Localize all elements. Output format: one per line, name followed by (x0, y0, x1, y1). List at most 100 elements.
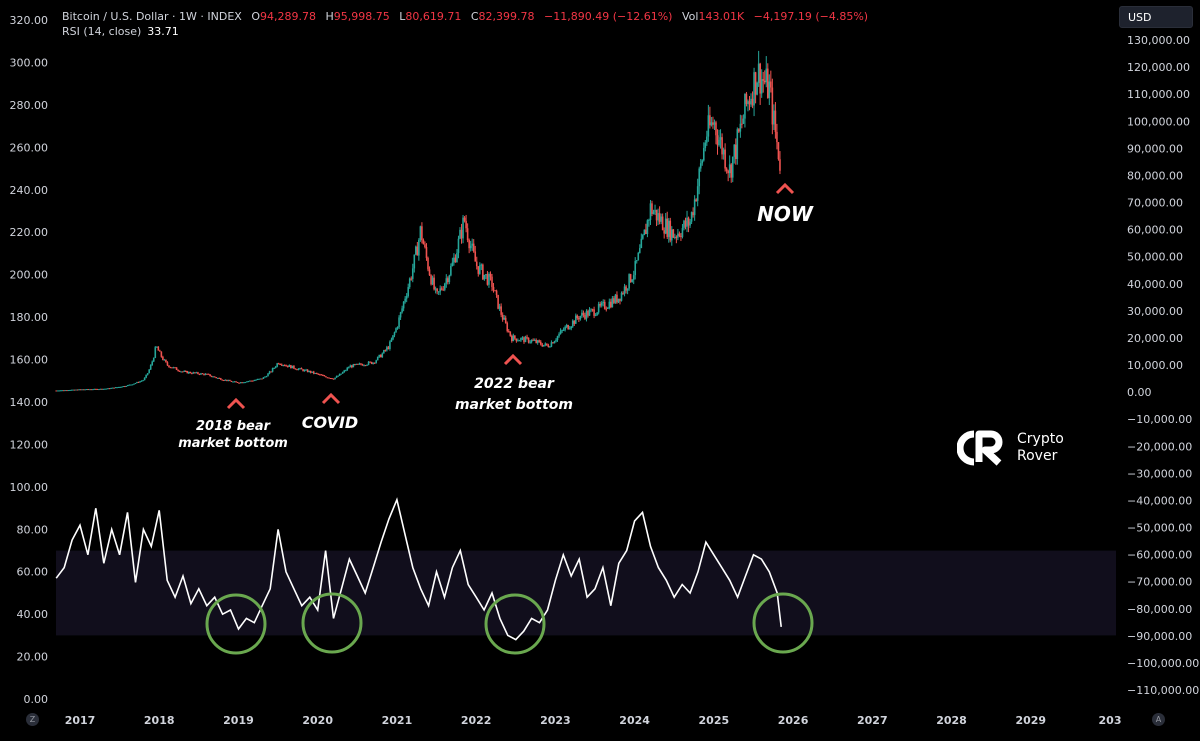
candle-body (241, 382, 243, 384)
candle-body (133, 383, 135, 385)
x-axis-tick: 2029 (1015, 714, 1046, 727)
candle-body (296, 369, 298, 371)
rsi-line (55, 497, 782, 641)
candle-body (543, 344, 545, 347)
candle-body (152, 357, 155, 362)
candle-body (756, 82, 758, 95)
candle-body (684, 220, 687, 227)
symbol-name: Bitcoin / U.S. Dollar · 1W · INDEX (62, 10, 242, 23)
candle-body (616, 294, 618, 303)
candle-body (507, 331, 510, 333)
candle-body (434, 288, 437, 290)
candle-body (341, 372, 344, 374)
candle-body (192, 372, 195, 374)
candle-body (674, 236, 676, 238)
candle-body (174, 367, 176, 369)
candle-body (271, 368, 274, 372)
candle-body (315, 373, 318, 375)
candle-body (78, 389, 80, 391)
y-right-tick: 60,000.00 (1127, 224, 1183, 237)
candle-body (75, 389, 77, 391)
candle-body (474, 251, 477, 262)
candle-body (437, 291, 440, 293)
candle-body (134, 383, 137, 385)
candle-body (699, 163, 702, 169)
candle-body (453, 257, 455, 263)
x-axis-tick: 2022 (461, 714, 492, 727)
candle-body (261, 378, 263, 380)
candle-body (436, 288, 438, 292)
candle-body (319, 374, 321, 376)
candle-body (88, 389, 91, 391)
x-axis-tick: 2023 (540, 714, 571, 727)
candle-body (119, 386, 122, 388)
candle-body (509, 331, 512, 336)
candle-body (690, 212, 693, 222)
candle-body (235, 381, 237, 383)
auto-scale-left-button[interactable]: Z (26, 713, 39, 726)
candle-body (731, 156, 734, 178)
candle-body (518, 340, 521, 342)
candle-body (431, 277, 434, 285)
symbol-legend[interactable]: Bitcoin / U.S. Dollar · 1W · INDEX O94,2… (62, 9, 868, 24)
candle-body (539, 341, 542, 345)
candle-body (113, 387, 115, 389)
candle-body (354, 364, 356, 366)
candle-body (410, 278, 413, 280)
candle-body (177, 370, 179, 372)
annotation-arrow-icon (503, 353, 523, 366)
candle-body (536, 340, 539, 343)
candle-body (364, 365, 367, 367)
candle-body (741, 123, 743, 125)
candle-body (210, 376, 213, 378)
candle-body (579, 315, 582, 320)
candle-body (93, 388, 96, 390)
candle-body (512, 335, 515, 342)
rsi-oversold-circle (752, 592, 814, 654)
annotation-label: market bottom (178, 436, 288, 451)
candle-body (597, 304, 600, 313)
candle-body (122, 386, 125, 388)
candle-body (675, 236, 678, 238)
candle-body (561, 330, 563, 332)
currency-button[interactable]: USD (1119, 6, 1193, 28)
candle-body (311, 371, 314, 373)
candle-body (454, 257, 457, 263)
candle-body (544, 343, 547, 345)
candle-body (608, 301, 611, 308)
candle-body (573, 320, 576, 324)
candle-body (405, 296, 408, 299)
candle-body (590, 309, 592, 311)
candle-body (451, 262, 454, 267)
candle-body (655, 209, 658, 221)
candle-body (236, 381, 239, 383)
candle-body (645, 229, 647, 235)
y-right-tick: 50,000.00 (1127, 251, 1183, 264)
candle-body (256, 379, 259, 381)
candle-body (325, 376, 327, 378)
rsi-legend[interactable]: RSI (14, close) 33.71 (62, 24, 179, 39)
candle-body (396, 327, 399, 329)
candle-body (357, 363, 359, 365)
candle-body (430, 275, 432, 285)
candle-body (492, 286, 495, 291)
candle-body (571, 320, 574, 327)
candle-body (213, 376, 216, 378)
candle-body (383, 350, 385, 354)
candle-body (632, 275, 635, 280)
candle-body (457, 238, 460, 253)
candle-body (288, 365, 291, 367)
candle-body (565, 325, 568, 327)
candle-body (710, 122, 713, 126)
candle-body (140, 380, 143, 382)
x-axis-tick: 2018 (144, 714, 175, 727)
auto-scale-right-button[interactable]: A (1152, 713, 1165, 726)
candle-body (171, 367, 173, 369)
candle-body (550, 342, 553, 347)
candle-body (678, 233, 681, 237)
candle-body (114, 387, 117, 389)
candle-body (692, 212, 694, 216)
candle-body (306, 369, 309, 373)
candle-body (776, 131, 778, 143)
